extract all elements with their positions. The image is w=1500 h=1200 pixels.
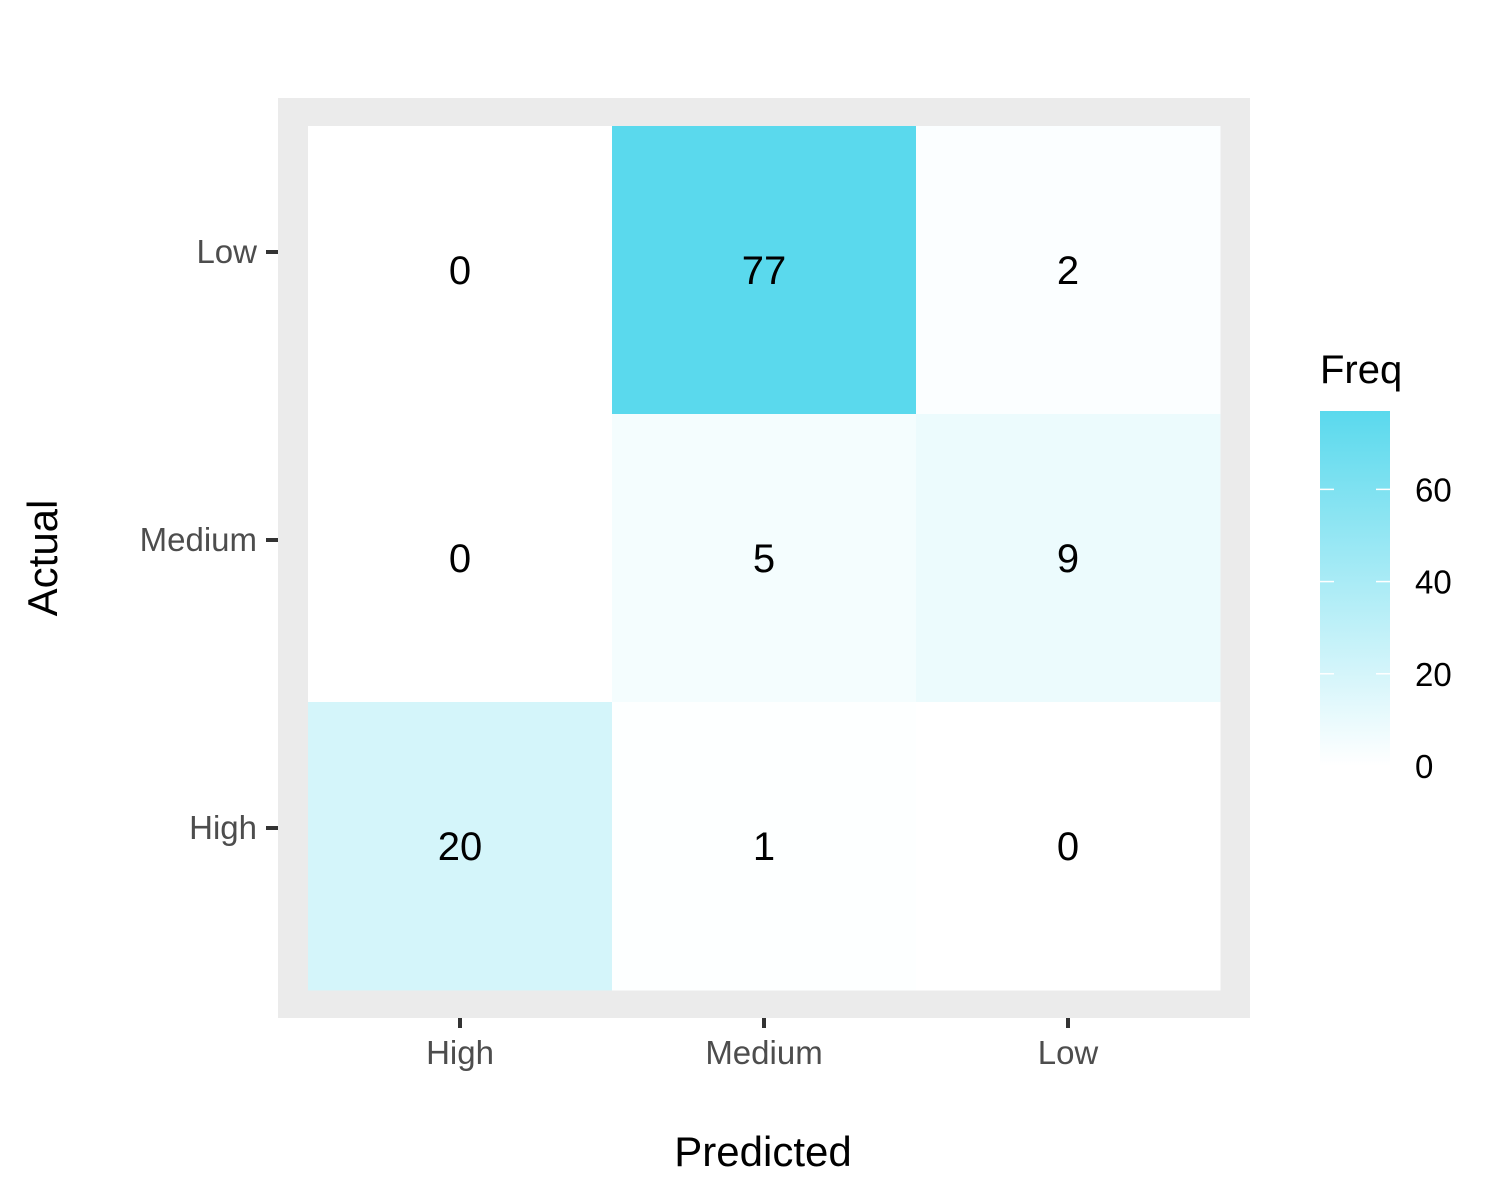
x-tick-label: High (426, 1034, 494, 1071)
legend-title: Freq (1320, 348, 1402, 392)
legend-tick-label: 60 (1415, 471, 1452, 508)
heatmap-cell (612, 126, 917, 415)
x-axis: High Medium Low (426, 1018, 1098, 1071)
legend-tick-label: 0 (1415, 748, 1433, 785)
cell-value-label: 5 (753, 537, 775, 581)
x-tick-label: Medium (705, 1034, 822, 1071)
heatmap-cell (916, 414, 1221, 703)
legend-ticks: 0 20 40 60 (1320, 471, 1452, 785)
cell-value-label: 2 (1057, 249, 1079, 293)
y-tick-label: High (189, 809, 257, 846)
heatmap-cell (612, 414, 917, 703)
cell-value-label: 1 (753, 825, 775, 869)
heatmap-cell (916, 126, 1221, 415)
legend: Freq 0 20 40 60 (1320, 348, 1452, 785)
cell-value-label: 0 (449, 537, 471, 581)
heatmap-cell-labels: 0 77 20 5 920 1 0 (438, 249, 1079, 869)
x-tick-label: Low (1038, 1034, 1099, 1071)
cell-value-label: 20 (438, 825, 483, 869)
cell-value-label: 9 (1057, 537, 1079, 581)
heatmap-cell (612, 702, 917, 991)
cell-value-label: 77 (742, 249, 787, 293)
legend-tick-label: 40 (1415, 564, 1452, 601)
y-axis: Low Medium High (140, 233, 278, 846)
legend-tick-label: 20 (1415, 656, 1452, 693)
heatmap-cells (308, 126, 1221, 991)
cell-value-label: 0 (1057, 825, 1079, 869)
legend-colorbar (1320, 411, 1390, 766)
cell-value-label: 0 (449, 249, 471, 293)
y-tick-label: Low (196, 233, 257, 270)
x-axis-title: Predicted (674, 1128, 851, 1175)
y-tick-label: Medium (140, 521, 257, 558)
heatmap-cell (308, 702, 613, 991)
y-axis-title: Actual (19, 500, 66, 617)
heatmap-cell (308, 414, 613, 703)
heatmap-cell (308, 126, 613, 415)
heatmap-cell (916, 702, 1221, 991)
